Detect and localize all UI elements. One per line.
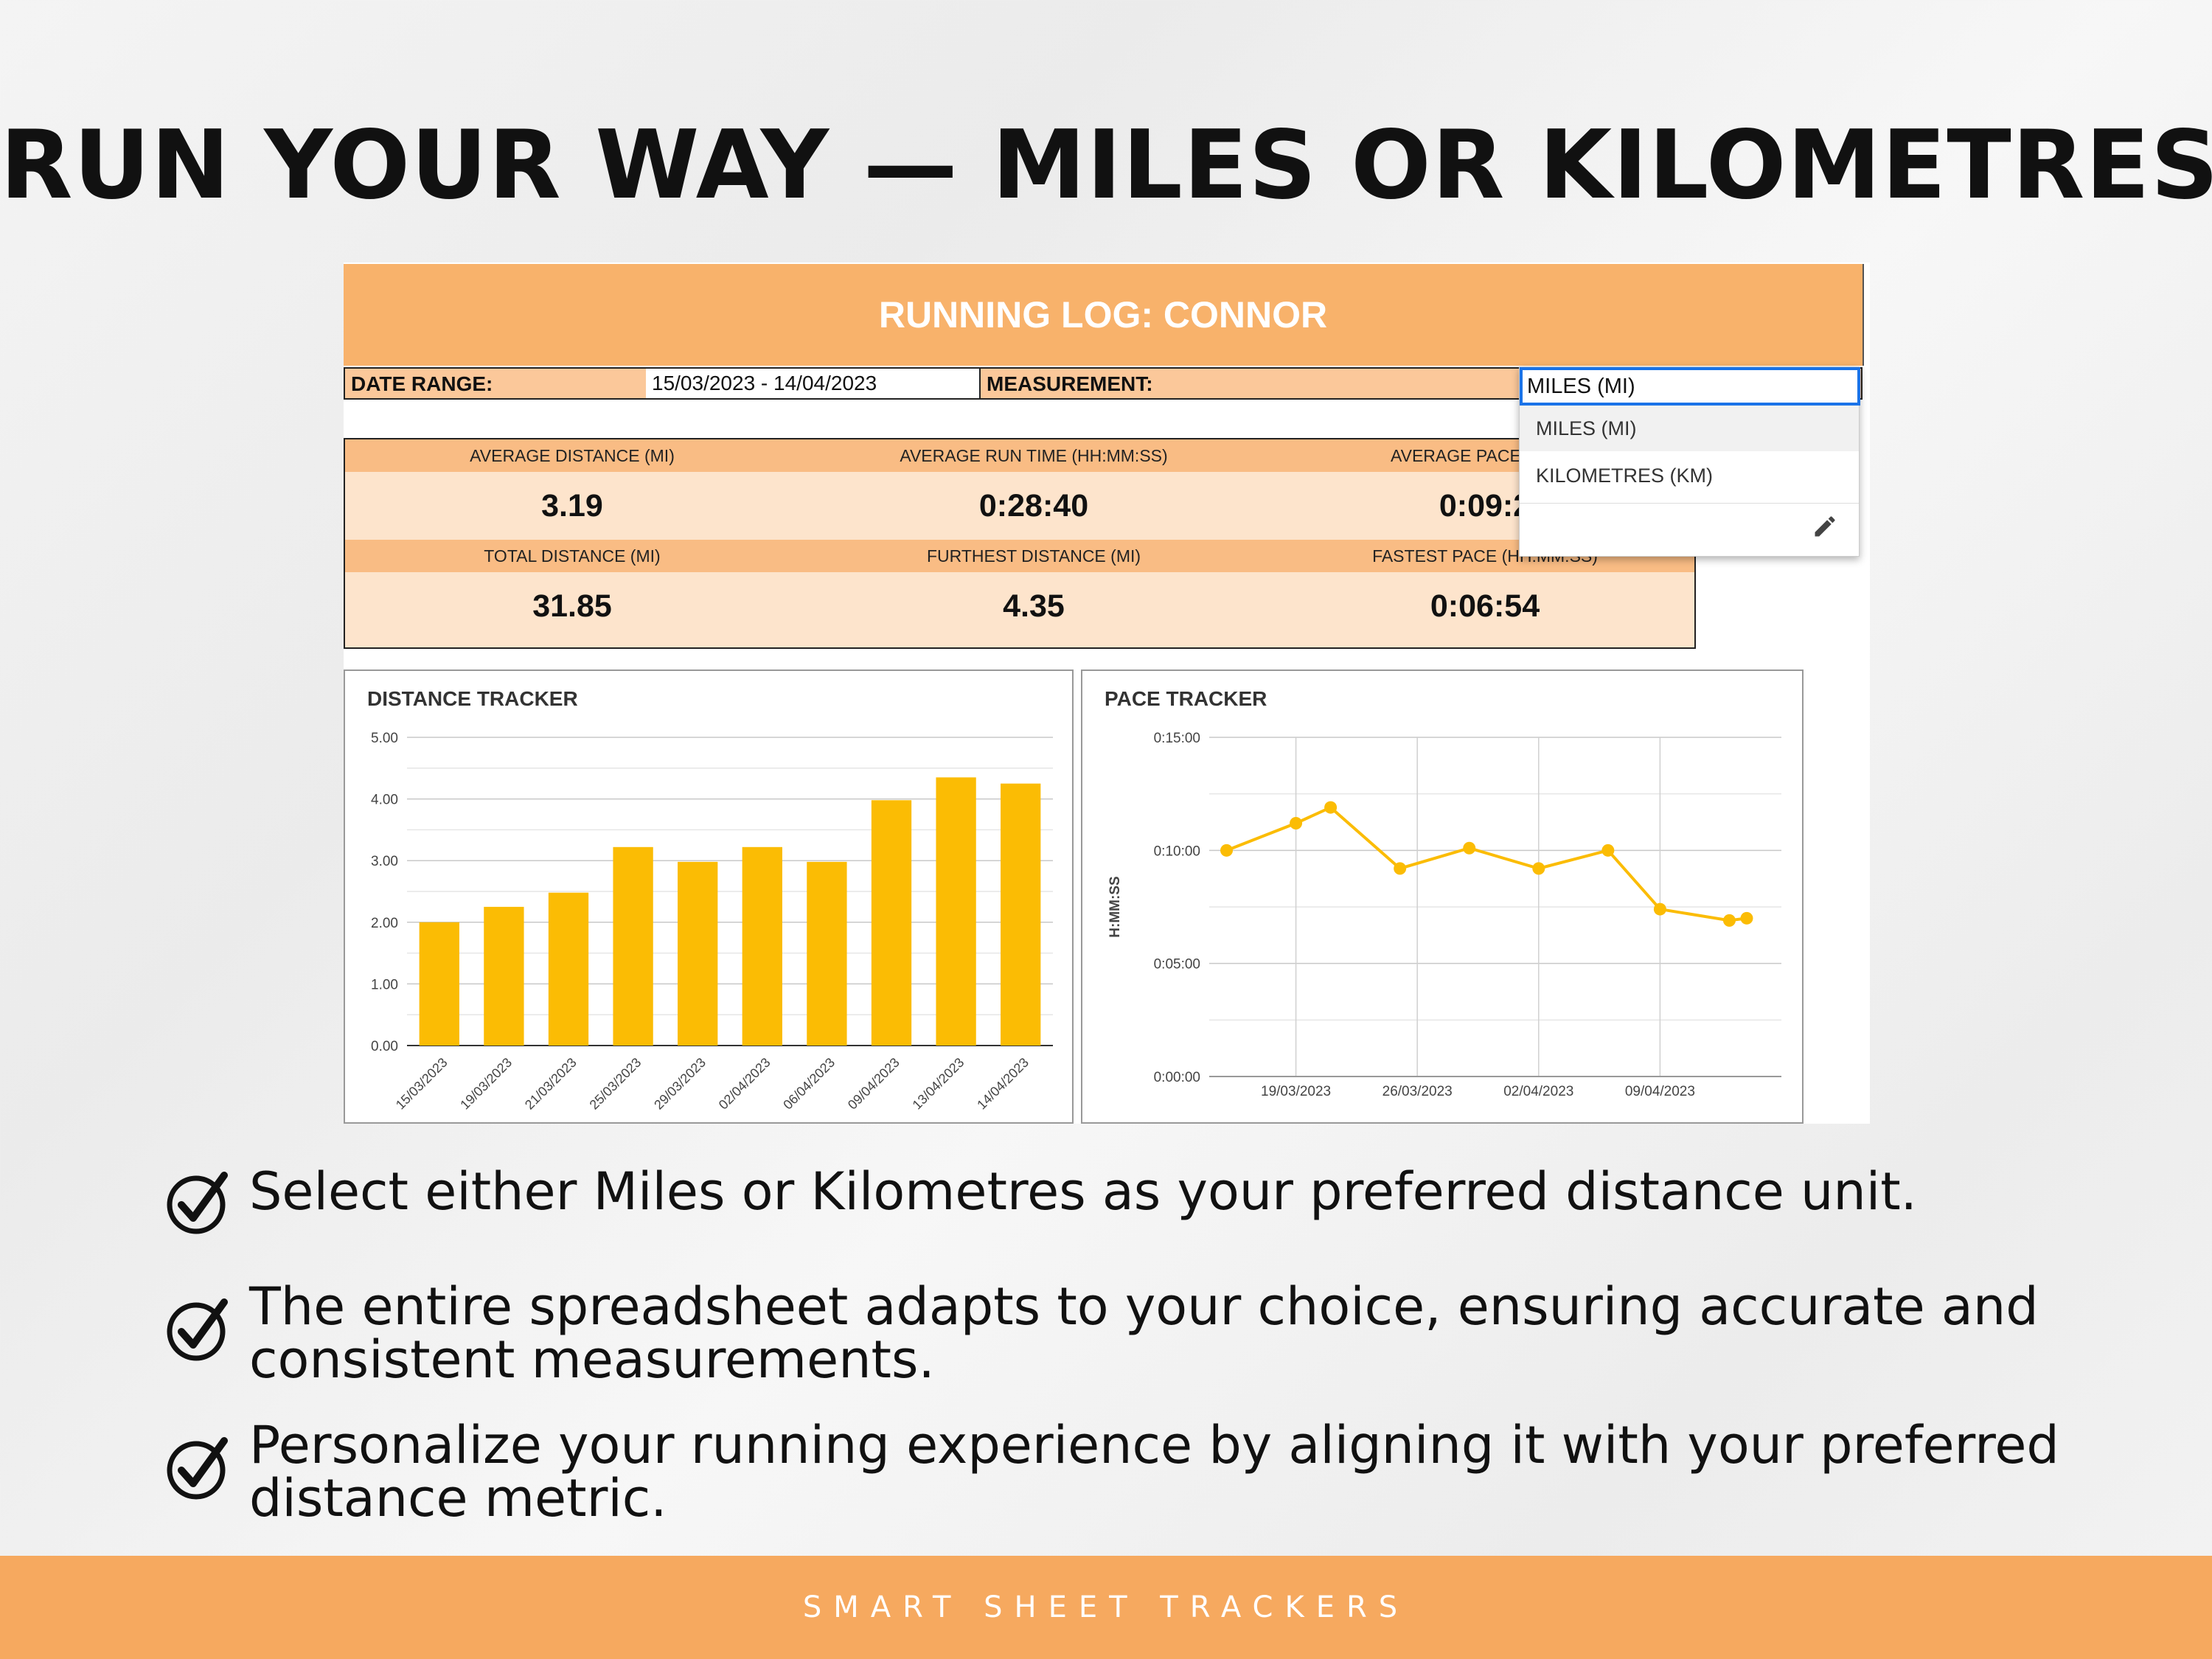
distance-bar-chart: 0.00 1.00 2.00 3.00 4.00 5.00 15/03/2023 19/03/…	[371, 731, 1053, 1113]
pace-series-line	[1225, 805, 1747, 922]
feature-text: Select either Miles or Kilometres as you…	[249, 1161, 1917, 1222]
x-tick-label: 14/04/2023	[974, 1055, 1032, 1113]
stat-label: TOTAL DISTANCE (MI)	[484, 546, 661, 566]
x-tick-label: 06/04/2023	[780, 1055, 838, 1113]
pace-point-2023-04-09	[1653, 902, 1666, 916]
bar-02/04/2023	[742, 846, 782, 1046]
stat-value: 4.35	[1003, 588, 1065, 624]
stats-header-row	[345, 439, 1694, 472]
headline: RUN YOUR WAY — MILES OR KILOMETRES	[0, 111, 2212, 220]
stat-label: AVERAGE DISTANCE (MI)	[470, 446, 675, 465]
y-tick-label: 0:00:00	[1154, 1070, 1200, 1085]
y-tick-label: 2.00	[371, 916, 398, 931]
pencil-icon[interactable]	[1812, 513, 1838, 540]
stat-value: 0:09:2	[1439, 488, 1531, 524]
x-tick-label: 09/04/2023	[1625, 1084, 1695, 1099]
y-tick-label: 0:10:00	[1154, 844, 1200, 859]
pace-point-2023-03-25	[1394, 862, 1407, 875]
pace-chart-panel: PACE TRACKER 0:00:00 0:05:00 0:10:00 0:15:0…	[1081, 669, 1804, 1124]
bar-09/04/2023	[871, 800, 912, 1046]
stat-average-run-time: AVERAGE RUN TIME (HH:MM:SS) 0:28:40	[813, 439, 1255, 540]
measurement-label: MEASUREMENT:	[987, 372, 1153, 395]
pace-point-2023-03-15	[1220, 844, 1234, 857]
stat-value: 31.85	[532, 588, 612, 624]
x-tick-label: 09/04/2023	[845, 1055, 902, 1113]
x-tick-label: 02/04/2023	[716, 1055, 773, 1113]
sheet-title: RUNNING LOG: CONNOR	[344, 264, 1864, 366]
option-kilometres[interactable]: KILOMETRES (KM)	[1536, 465, 1714, 487]
filter-divider	[979, 369, 981, 398]
stat-value: 0:28:40	[978, 488, 1089, 524]
x-tick-label: 21/03/2023	[522, 1055, 580, 1113]
stats-summary: AVERAGE DISTANCE (MI) 3.19 AVERAGE RUN T…	[344, 438, 1696, 649]
y-tick-label: 0.00	[371, 1039, 398, 1054]
pace-line-chart: 0:00:00 0:05:00 0:10:00 0:15:00 19/03/2023 26…	[1107, 731, 1781, 1099]
chart-title: PACE TRACKER	[1105, 687, 1267, 710]
bar-13/04/2023	[936, 777, 976, 1046]
y-tick-label: 0:15:00	[1154, 731, 1200, 746]
stat-furthest-distance: FURTHEST DISTANCE (MI) 4.35	[813, 540, 1255, 640]
x-tick-label: 19/03/2023	[1261, 1084, 1331, 1099]
y-tick-label: 3.00	[371, 854, 398, 869]
distance-chart-panel: DISTANCE TRACKER 0.00 1.00 2.00 3.00 4.00 5.0…	[344, 669, 1074, 1124]
chart-title: DISTANCE TRACKER	[367, 687, 578, 710]
pace-point-2023-03-19	[1290, 817, 1303, 830]
measurement-select[interactable]: MILES (MI)	[1520, 367, 1860, 406]
stat-label: FURTHEST DISTANCE (MI)	[926, 546, 1141, 566]
bar-14/04/2023	[1001, 783, 1041, 1046]
spreadsheet-screenshot: RUNNING LOG: CONNOR DATE RANGE: 15/03/20…	[344, 262, 1870, 1124]
stat-label: AVERAGE RUN TIME (HH:MM:SS)	[900, 446, 1168, 465]
y-tick-label: 4.00	[371, 793, 398, 808]
bar-19/03/2023	[484, 906, 524, 1046]
stat-total-distance: TOTAL DISTANCE (MI) 31.85	[351, 540, 793, 640]
pace-point-2023-04-02	[1532, 862, 1545, 875]
stat-value: 0:06:54	[1430, 588, 1540, 624]
bar-21/03/2023	[548, 892, 589, 1046]
y-axis-label: H:MM:SS	[1107, 876, 1123, 937]
bar-06/04/2023	[807, 861, 847, 1046]
footer-brand: SMART SHEET TRACKERS	[0, 1556, 2212, 1659]
bar-29/03/2023	[678, 861, 718, 1046]
x-tick-label: 13/04/2023	[910, 1055, 967, 1113]
option-miles[interactable]: MILES (MI)	[1520, 406, 1859, 451]
stat-average-distance: AVERAGE DISTANCE (MI) 3.19	[351, 439, 793, 540]
date-range-field[interactable]: 15/03/2023 - 14/04/2023	[646, 369, 979, 398]
line-chart-grid	[1209, 737, 1781, 1077]
date-range-label: DATE RANGE:	[351, 372, 493, 395]
x-tick-label: 02/04/2023	[1503, 1084, 1573, 1099]
check-circle-icon	[167, 1437, 228, 1500]
stat-value: 3.19	[541, 488, 603, 524]
bar-25/03/2023	[613, 846, 653, 1046]
feature-text: Personalize your running experience by a…	[249, 1415, 2059, 1528]
stats-header-row	[345, 540, 1694, 572]
y-tick-label: 5.00	[371, 731, 398, 746]
x-tick-label: 29/03/2023	[651, 1055, 709, 1113]
pace-point-2023-04-06	[1601, 844, 1615, 857]
measurement-dropdown[interactable]: MILES (MI) MILES (MI) KILOMETRES (KM)	[1519, 366, 1860, 557]
y-tick-label: 1.00	[371, 977, 398, 992]
x-tick-label: 19/03/2023	[457, 1055, 515, 1113]
y-tick-label: 0:05:00	[1154, 957, 1200, 973]
pace-point-2023-03-29	[1463, 841, 1476, 855]
x-tick-label: 26/03/2023	[1382, 1084, 1453, 1099]
check-circle-icon	[167, 1172, 228, 1234]
x-tick-label: 15/03/2023	[393, 1055, 451, 1113]
feature-text: The entire spreadsheet adapts to your ch…	[249, 1276, 2039, 1390]
dropdown-divider	[1520, 503, 1859, 504]
bar-15/03/2023	[419, 922, 459, 1046]
pace-point-2023-03-21	[1324, 801, 1338, 814]
pace-point-2023-04-14	[1740, 911, 1753, 925]
x-tick-label: 25/03/2023	[587, 1055, 644, 1113]
check-circle-icon	[167, 1298, 228, 1361]
pace-point-2023-04-13	[1722, 914, 1736, 927]
